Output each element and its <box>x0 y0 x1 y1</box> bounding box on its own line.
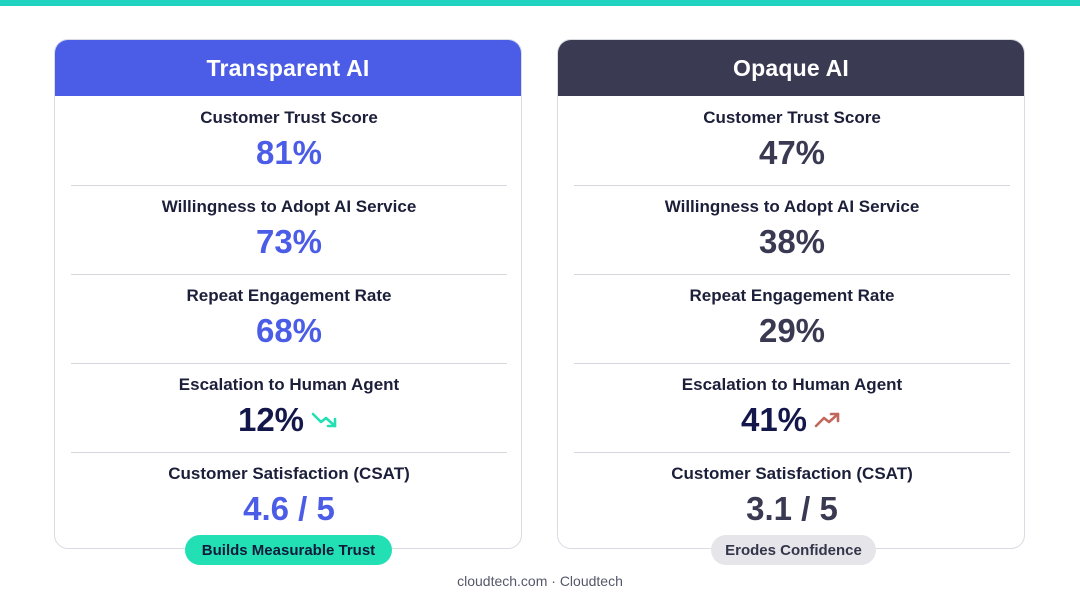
metric-value: 68% <box>255 312 323 349</box>
top-accent-bar <box>0 0 1080 6</box>
metric-escalation-to-human-agent: Escalation to Human Agent 41% <box>574 363 1010 453</box>
metric-escalation-to-human-agent: Escalation to Human Agent 12% <box>71 363 507 453</box>
metric-label: Repeat Engagement Rate <box>186 286 392 305</box>
metric-label: Repeat Engagement Rate <box>689 286 895 305</box>
metric-customer-satisfaction: Customer Satisfaction (CSAT) 4.6 / 5 <box>71 452 507 541</box>
metric-value: 41% <box>574 400 1010 440</box>
trend-up-icon <box>814 412 840 428</box>
footer-credit: cloudtech.com · Cloudtech <box>457 573 623 589</box>
metric-label: Customer Satisfaction (CSAT) <box>168 464 410 483</box>
card-title: Transparent AI <box>55 40 521 96</box>
metric-label: Escalation to Human Agent <box>178 375 400 394</box>
erodes-confidence-badge: Erodes Confidence <box>711 535 876 565</box>
builds-trust-badge: Builds Measurable Trust <box>185 535 392 565</box>
metric-value: 38% <box>758 223 826 260</box>
metric-willingness-to-adopt: Willingness to Adopt AI Service 38% <box>574 185 1010 275</box>
metric-label: Customer Trust Score <box>200 108 378 127</box>
metric-value: 12% <box>71 400 507 440</box>
metric-label: Escalation to Human Agent <box>681 375 903 394</box>
transparent-ai-card: Transparent AI Customer Trust Score 81% … <box>54 39 522 549</box>
metric-value: 47% <box>758 134 826 171</box>
metric-customer-trust-score: Customer Trust Score 81% <box>71 96 507 186</box>
metric-value: 4.6 / 5 <box>243 490 335 527</box>
metric-value: 73% <box>255 223 323 260</box>
metric-label: Customer Satisfaction (CSAT) <box>671 464 913 483</box>
metric-value: 3.1 / 5 <box>746 490 838 527</box>
card-title: Opaque AI <box>558 40 1024 96</box>
metric-repeat-engagement-rate: Repeat Engagement Rate 29% <box>574 274 1010 364</box>
trend-down-icon <box>311 412 337 428</box>
metric-customer-satisfaction: Customer Satisfaction (CSAT) 3.1 / 5 <box>574 452 1010 541</box>
metric-value: 81% <box>255 134 323 171</box>
opaque-ai-card: Opaque AI Customer Trust Score 47% Willi… <box>557 39 1025 549</box>
metric-value: 29% <box>758 312 826 349</box>
metric-label: Customer Trust Score <box>703 108 881 127</box>
metric-label: Willingness to Adopt AI Service <box>161 197 417 216</box>
metric-label: Willingness to Adopt AI Service <box>664 197 920 216</box>
metric-customer-trust-score: Customer Trust Score 47% <box>574 96 1010 186</box>
metric-willingness-to-adopt: Willingness to Adopt AI Service 73% <box>71 185 507 275</box>
metric-repeat-engagement-rate: Repeat Engagement Rate 68% <box>71 274 507 364</box>
